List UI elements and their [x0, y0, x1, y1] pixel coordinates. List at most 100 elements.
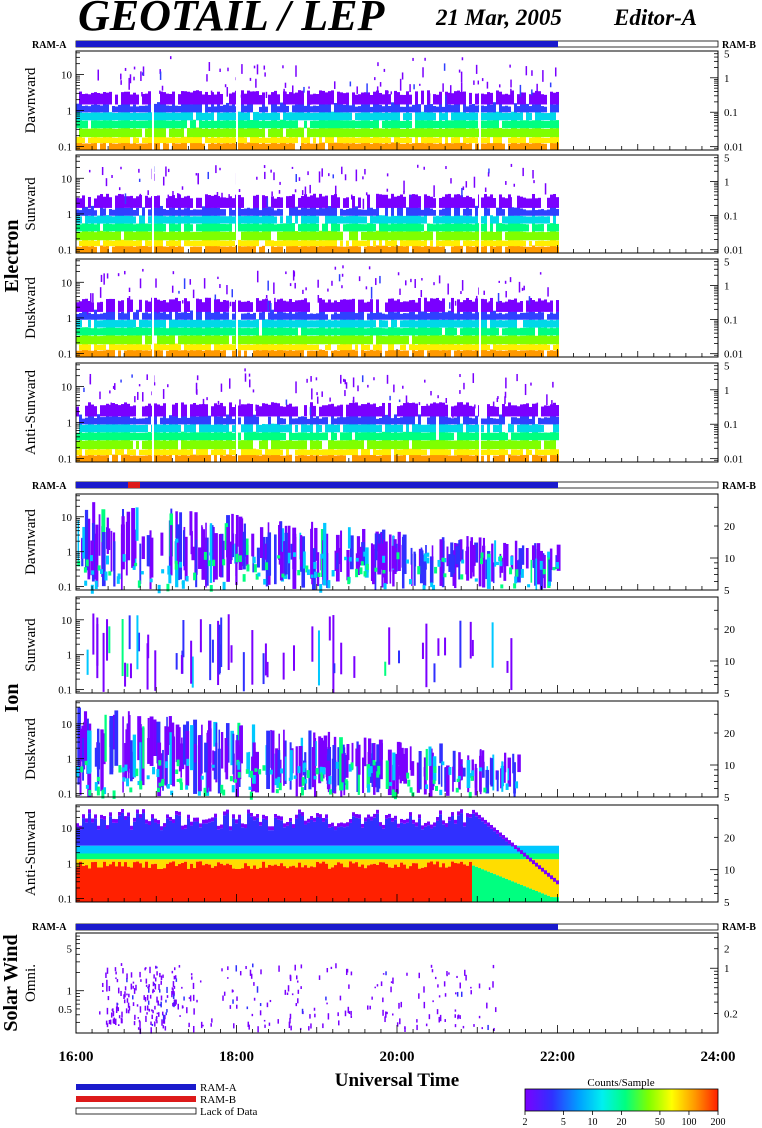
spectral-cell	[331, 415, 334, 425]
spectral-cell	[505, 328, 508, 336]
spectral-cell	[493, 198, 496, 208]
spectral-cell	[316, 454, 319, 462]
spectral-cell	[244, 120, 247, 129]
spectral-cell	[544, 106, 547, 113]
spectral-cell	[313, 239, 316, 247]
spectral-cell	[304, 424, 307, 433]
spectral-cell	[463, 327, 466, 336]
spectral-cell	[358, 209, 361, 216]
spectral-cell	[475, 222, 478, 232]
spectral-cell	[361, 432, 364, 441]
spectral-cell	[376, 136, 379, 144]
spectral-cell	[277, 106, 280, 113]
spectral-cell	[397, 142, 400, 150]
spectral-cell	[487, 136, 490, 144]
spectral-cell	[361, 349, 364, 357]
spectral-cell	[145, 105, 148, 113]
spectral-spike	[202, 398, 205, 409]
spectral-cell	[439, 448, 442, 456]
spectral-spike	[438, 300, 441, 312]
spectral-cell	[421, 246, 424, 253]
spectral-cell	[217, 319, 220, 328]
spectral-spike	[133, 66, 136, 70]
spectral-cell	[463, 240, 466, 247]
spectral-cell	[154, 196, 157, 208]
spectral-cell	[292, 112, 295, 121]
spectral-cell	[91, 449, 94, 456]
spectral-cell	[340, 335, 343, 345]
spectral-cell	[283, 119, 286, 129]
spectral-cell	[412, 222, 415, 232]
spectral-cell	[328, 206, 331, 216]
spectral-cell	[217, 327, 220, 336]
spectral-cell	[310, 112, 313, 121]
spectral-cell	[364, 350, 367, 357]
spectral-cell	[277, 349, 280, 357]
spectral-cell	[319, 102, 322, 113]
spectral-cell	[208, 195, 211, 208]
spectral-cell	[274, 335, 277, 345]
spectral-cell	[544, 113, 547, 121]
spectral-cell	[283, 406, 286, 417]
spectral-spike	[361, 375, 364, 383]
spectral-cell	[454, 335, 457, 345]
spectral-cell	[259, 432, 262, 441]
spectral-cell	[379, 319, 382, 328]
spectral-cell	[115, 94, 118, 105]
spectral-spike	[307, 171, 309, 176]
spectral-cell	[274, 102, 277, 113]
spectral-cell	[502, 336, 505, 345]
spectral-cell	[256, 142, 259, 150]
spectral-cell	[361, 231, 364, 241]
ram-status-solar-wind: RAM-A RAM-B	[32, 922, 756, 933]
spectral-cell	[331, 403, 334, 417]
y-right-tick-label: 1	[724, 73, 730, 85]
spectral-spike	[139, 278, 142, 289]
spectral-cell	[349, 143, 352, 150]
spectral-cell	[547, 197, 550, 208]
spectral-cell	[400, 328, 403, 336]
spectral-cell	[277, 454, 280, 462]
spectral-cell	[223, 327, 226, 336]
spectral-cell	[553, 143, 556, 150]
spectral-cell	[160, 350, 163, 357]
spectral-spike	[203, 278, 206, 289]
spectral-cell	[418, 142, 421, 150]
spectral-cell	[268, 239, 271, 247]
spectral-cell	[109, 197, 112, 208]
spectral-cell	[250, 432, 253, 441]
spectral-cell	[220, 448, 223, 456]
spectral-cell	[259, 527, 264, 558]
spectral-cell	[538, 246, 541, 253]
spectral-cell	[274, 328, 277, 336]
spectral-cell	[169, 223, 172, 232]
spectral-cell	[427, 313, 430, 320]
spectral-cell	[181, 327, 184, 336]
spectral-cell	[553, 328, 556, 336]
spectral-cell	[91, 350, 94, 357]
spectral-cell	[277, 197, 280, 208]
spectral-cell	[355, 423, 358, 433]
spectral-cell	[277, 431, 280, 441]
spectral-cell	[298, 350, 301, 357]
spectral-cell	[460, 120, 463, 129]
spectral-cell	[142, 143, 145, 150]
spectral-cell	[439, 120, 442, 129]
spectral-cell	[94, 334, 97, 345]
spectral-cell	[100, 143, 103, 150]
spectral-cell	[511, 335, 514, 345]
spectral-cell	[91, 336, 94, 345]
spectral-cell	[256, 449, 259, 456]
spectral-cell	[424, 449, 427, 456]
spectral-cell	[406, 245, 409, 253]
spectral-cell	[241, 111, 244, 121]
spectral-cell	[124, 414, 127, 425]
spectral-cell	[232, 128, 235, 138]
spectral-cell	[466, 240, 469, 247]
spectral-cell	[337, 91, 340, 105]
spectral-cell	[145, 93, 148, 105]
spectral-cell	[415, 448, 418, 456]
spectral-cell	[400, 449, 403, 456]
spectral-cell	[385, 223, 388, 232]
spectral-cell	[118, 193, 121, 208]
